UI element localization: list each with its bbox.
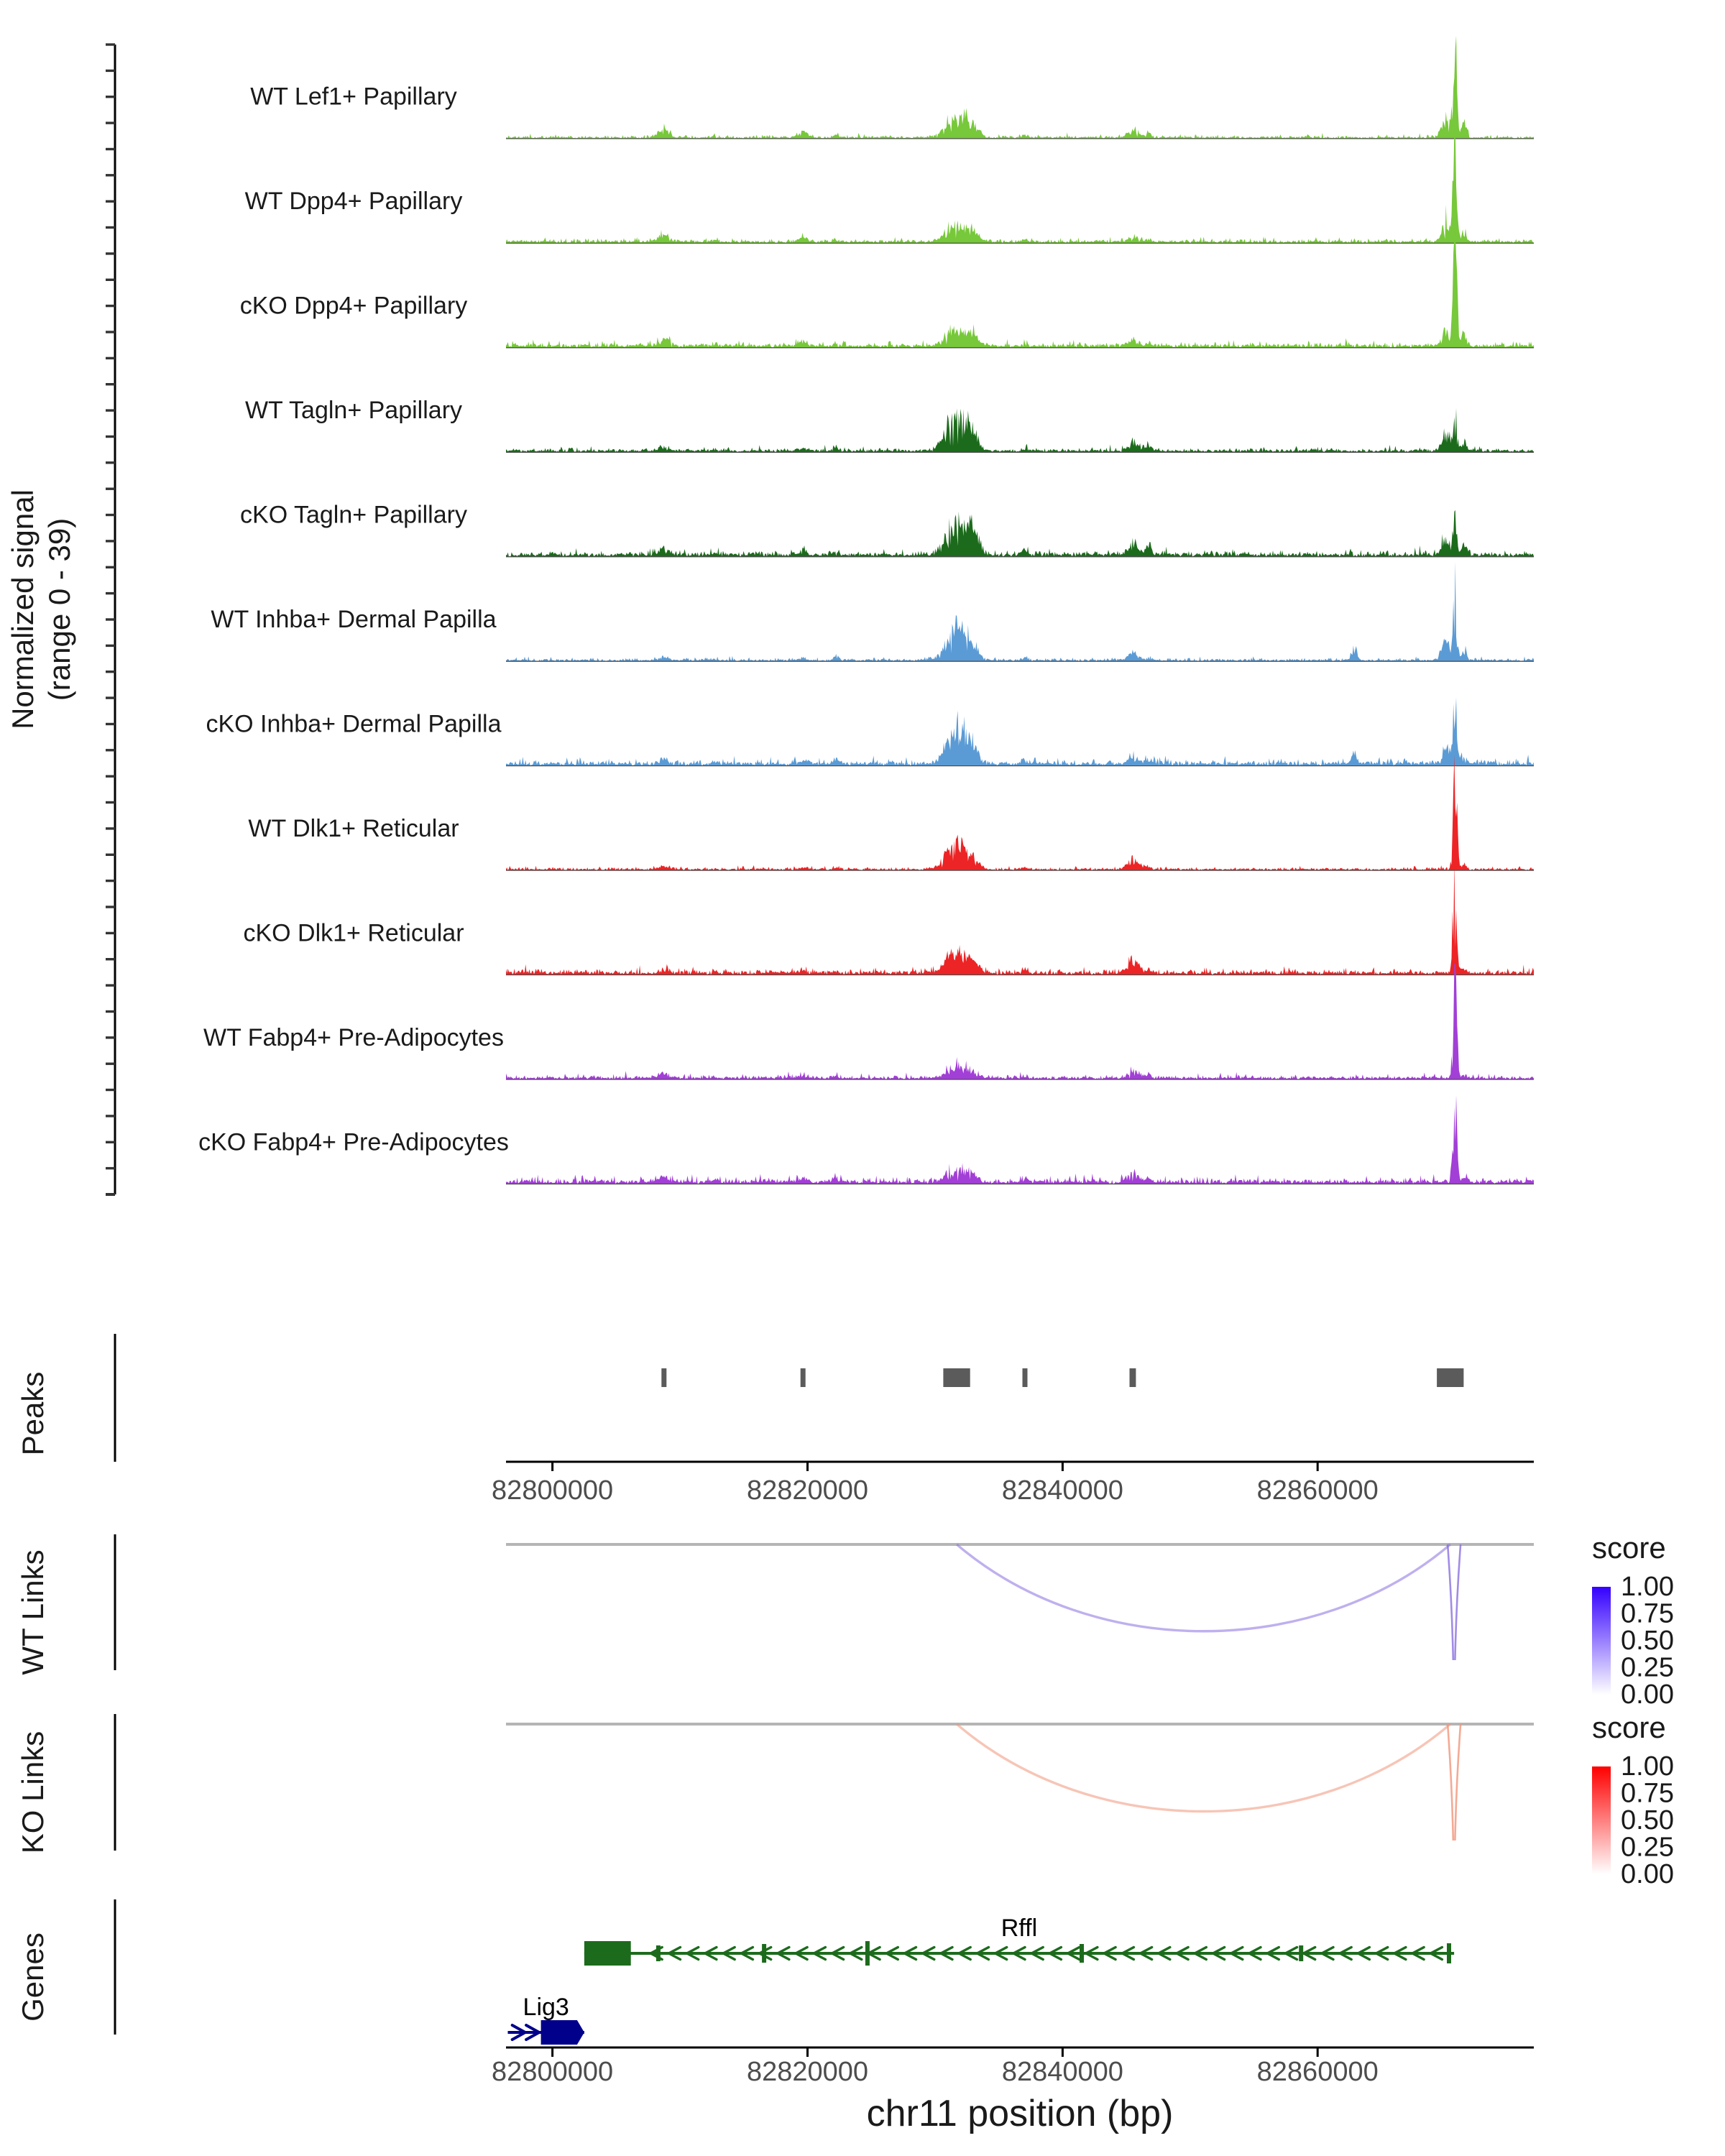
svg-text:82800000: 82800000	[492, 1475, 613, 1506]
svg-text:0.25: 0.25	[1621, 1653, 1674, 1683]
svg-text:Lig3: Lig3	[523, 1994, 569, 2021]
svg-text:0.75: 0.75	[1621, 1779, 1674, 1809]
svg-text:WT Inhba+ Dermal Papilla: WT Inhba+ Dermal Papilla	[211, 606, 496, 633]
svg-text:82820000: 82820000	[747, 1475, 868, 1506]
svg-text:WT Tagln+ Papillary: WT Tagln+ Papillary	[245, 397, 462, 424]
svg-text:cKO Tagln+ Papillary: cKO Tagln+ Papillary	[240, 502, 467, 529]
svg-text:WT Fabp4+ Pre-Adipocytes: WT Fabp4+ Pre-Adipocytes	[203, 1024, 504, 1051]
svg-text:0.50: 0.50	[1621, 1805, 1674, 1835]
svg-text:82860000: 82860000	[1257, 1475, 1379, 1506]
svg-text:1.00: 1.00	[1621, 1572, 1674, 1602]
svg-text:cKO Dlk1+ Reticular: cKO Dlk1+ Reticular	[243, 919, 464, 946]
svg-text:82820000: 82820000	[747, 2057, 868, 2087]
svg-text:82860000: 82860000	[1257, 2057, 1379, 2087]
svg-text:cKO Fabp4+ Pre-Adipocytes: cKO Fabp4+ Pre-Adipocytes	[198, 1128, 509, 1156]
svg-text:0.50: 0.50	[1621, 1626, 1674, 1656]
svg-text:WT Dpp4+ Papillary: WT Dpp4+ Papillary	[245, 188, 463, 215]
svg-text:82840000: 82840000	[1002, 2057, 1123, 2087]
svg-text:Peaks: Peaks	[16, 1372, 50, 1456]
svg-text:82800000: 82800000	[492, 2057, 613, 2087]
svg-text:cKO Dpp4+ Papillary: cKO Dpp4+ Papillary	[240, 292, 468, 320]
svg-text:Genes: Genes	[16, 1932, 50, 2022]
svg-text:(range 0 - 39): (range 0 - 39)	[42, 518, 76, 701]
svg-text:Rffl: Rffl	[1001, 1915, 1037, 1942]
svg-text:score: score	[1592, 1531, 1666, 1565]
svg-text:cKO Inhba+ Dermal Papilla: cKO Inhba+ Dermal Papilla	[206, 711, 501, 738]
svg-text:KO Links: KO Links	[16, 1731, 50, 1853]
svg-text:0.75: 0.75	[1621, 1599, 1674, 1629]
svg-text:82840000: 82840000	[1002, 1475, 1123, 1506]
svg-text:score: score	[1592, 1710, 1666, 1744]
svg-text:0.25: 0.25	[1621, 1833, 1674, 1863]
svg-text:0.00: 0.00	[1621, 1859, 1674, 1889]
svg-text:WT Links: WT Links	[16, 1549, 50, 1674]
svg-text:0.00: 0.00	[1621, 1680, 1674, 1710]
svg-text:1.00: 1.00	[1621, 1751, 1674, 1782]
svg-text:WT Lef1+ Papillary: WT Lef1+ Papillary	[250, 83, 457, 111]
svg-text:WT Dlk1+ Reticular: WT Dlk1+ Reticular	[248, 815, 459, 842]
svg-text:chr11 position (bp): chr11 position (bp)	[867, 2093, 1174, 2134]
svg-text:Normalized signal: Normalized signal	[6, 489, 40, 729]
